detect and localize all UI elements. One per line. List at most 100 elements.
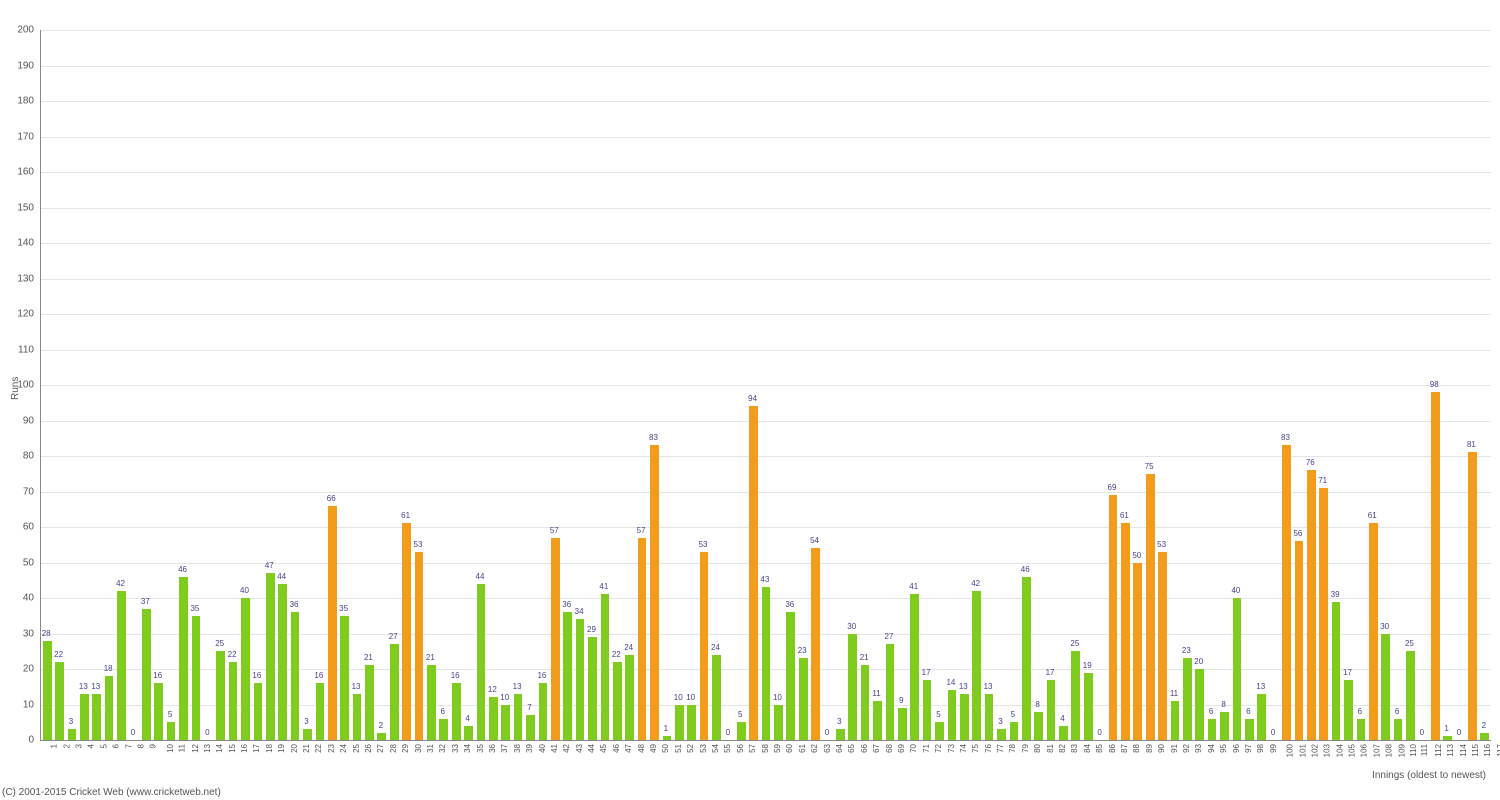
y-tick-label: 90 — [0, 415, 34, 426]
bar — [216, 651, 225, 740]
bar — [1381, 634, 1390, 741]
bar — [601, 594, 610, 740]
x-tick-label: 98 — [1256, 744, 1265, 753]
gridline — [41, 492, 1491, 493]
x-tick-label: 6 — [112, 744, 121, 748]
gridline — [41, 208, 1491, 209]
bar — [1010, 722, 1019, 740]
x-tick-label: 76 — [984, 744, 993, 753]
bar — [427, 665, 436, 740]
x-tick-label: 75 — [971, 744, 980, 753]
bar — [861, 665, 870, 740]
x-tick-label: 96 — [1231, 744, 1240, 753]
gridline — [41, 421, 1491, 422]
bar — [663, 736, 672, 740]
bar — [960, 694, 969, 740]
x-tick-label: 104 — [1335, 744, 1344, 757]
bar — [997, 729, 1006, 740]
bar — [1282, 445, 1291, 740]
x-tick-label: 14 — [215, 744, 224, 753]
x-tick-label: 16 — [240, 744, 249, 753]
bar — [886, 644, 895, 740]
y-tick-label: 130 — [0, 273, 34, 284]
x-tick-label: 82 — [1058, 744, 1067, 753]
x-tick-label: 30 — [414, 744, 423, 753]
bar — [377, 733, 386, 740]
y-axis-title: Runs — [10, 377, 21, 400]
bar — [192, 616, 201, 740]
x-tick-label: 67 — [872, 744, 881, 753]
gridline — [41, 527, 1491, 528]
x-tick-label: 42 — [562, 744, 571, 753]
bar — [142, 609, 151, 740]
x-tick-label: 66 — [860, 744, 869, 753]
bar — [1034, 712, 1043, 740]
x-tick-label: 84 — [1083, 744, 1092, 753]
gridline — [41, 385, 1491, 386]
x-tick-label: 35 — [475, 744, 484, 753]
x-tick-label: 13 — [203, 744, 212, 753]
bar — [948, 690, 957, 740]
x-tick-label: 4 — [87, 744, 96, 748]
chart-stage: 0102030405060708090100110120130140150160… — [0, 0, 1500, 800]
x-tick-label: 3 — [74, 744, 83, 748]
x-tick-label: 72 — [934, 744, 943, 753]
x-tick-label: 55 — [723, 744, 732, 753]
y-tick-label: 10 — [0, 699, 34, 710]
x-tick-label: 73 — [946, 744, 955, 753]
bar — [1431, 392, 1440, 740]
bar — [1084, 673, 1093, 740]
x-tick-label: 19 — [277, 744, 286, 753]
x-tick-label: 40 — [537, 744, 546, 753]
x-tick-label: 88 — [1132, 744, 1141, 753]
gridline — [41, 137, 1491, 138]
x-tick-label: 43 — [575, 744, 584, 753]
y-tick-label: 110 — [0, 344, 34, 355]
bar — [80, 694, 89, 740]
bar — [477, 584, 486, 740]
bar — [1233, 598, 1242, 740]
bar — [613, 662, 622, 740]
gridline — [41, 350, 1491, 351]
x-tick-label: 41 — [550, 744, 559, 753]
y-tick-label: 20 — [0, 664, 34, 675]
bar — [266, 573, 275, 740]
x-tick-label: 34 — [463, 744, 472, 753]
x-tick-label: 48 — [637, 744, 646, 753]
bar — [514, 694, 523, 740]
x-tick-label: 111 — [1421, 744, 1430, 756]
bar — [712, 655, 721, 740]
x-tick-label: 90 — [1157, 744, 1166, 753]
bar — [923, 680, 932, 740]
x-tick-label: 69 — [897, 744, 906, 753]
bar — [464, 726, 473, 740]
y-tick-label: 60 — [0, 522, 34, 533]
x-tick-label: 87 — [1120, 744, 1129, 753]
x-tick-label: 28 — [389, 744, 398, 753]
bar — [154, 683, 163, 740]
x-tick-label: 86 — [1108, 744, 1117, 753]
x-tick-label: 49 — [649, 744, 658, 753]
x-tick-label: 33 — [451, 744, 460, 753]
bar — [700, 552, 709, 740]
bar — [167, 722, 176, 740]
bar — [241, 598, 250, 740]
x-tick-label: 9 — [149, 744, 158, 748]
x-tick-label: 39 — [525, 744, 534, 753]
x-tick-label: 57 — [748, 744, 757, 753]
bar — [563, 612, 572, 740]
x-tick-label: 56 — [736, 744, 745, 753]
bar — [551, 538, 560, 740]
bar — [365, 665, 374, 740]
x-tick-label: 103 — [1323, 744, 1332, 757]
gridline — [41, 314, 1491, 315]
bar — [1369, 523, 1378, 740]
x-tick-label: 25 — [352, 744, 361, 753]
bar — [935, 722, 944, 740]
y-tick-label: 150 — [0, 202, 34, 213]
bar — [1443, 736, 1452, 740]
y-tick-label: 30 — [0, 628, 34, 639]
x-tick-label: 50 — [661, 744, 670, 753]
x-tick-label: 71 — [922, 744, 931, 753]
x-tick-label: 54 — [711, 744, 720, 753]
